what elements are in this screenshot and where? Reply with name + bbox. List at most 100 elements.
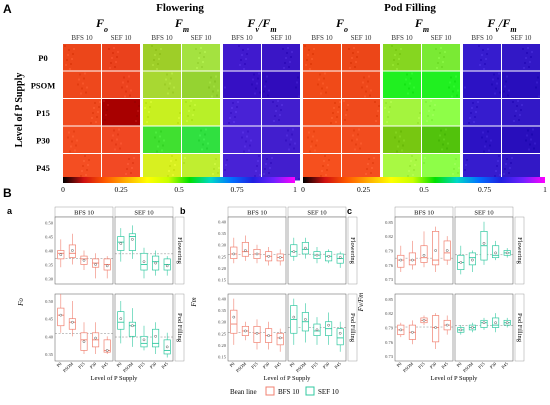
subpanel-xlabel-a: Level of P Supply — [91, 375, 139, 382]
mean-point-P30 — [494, 251, 497, 255]
tile-texture — [320, 92, 322, 95]
tile-texture — [258, 155, 260, 157]
param-title-fvfm-flowering: Fv/Fm — [246, 16, 276, 34]
tile-texture — [231, 107, 233, 109]
tile-texture — [280, 109, 282, 111]
tile-texture — [113, 129, 115, 132]
tile-texture — [293, 147, 295, 150]
tile-texture — [167, 92, 169, 95]
x-tick-label-P30: P30 — [262, 361, 271, 370]
tile-texture — [82, 165, 84, 167]
row-label-p15: P15 — [36, 108, 50, 118]
tile-texture — [457, 172, 459, 174]
tile-texture — [513, 120, 515, 122]
tile-texture — [117, 51, 119, 53]
tile-texture — [393, 59, 395, 61]
tile-texture — [207, 142, 209, 145]
mean-point-P0 — [459, 261, 463, 264]
tile-texture — [444, 133, 446, 136]
tile-texture — [254, 92, 256, 95]
tile-texture — [307, 54, 309, 56]
tile-texture — [365, 173, 367, 175]
tile-texture — [197, 62, 199, 64]
tile-texture — [529, 61, 531, 63]
tile-texture — [346, 109, 348, 111]
legend-label-bfs10: BFS 10 — [278, 388, 300, 396]
tile-texture — [263, 173, 265, 175]
tile-texture — [155, 131, 157, 134]
tile-texture — [370, 172, 372, 174]
tile-texture — [87, 164, 89, 166]
y-tick-label: 0.85 — [385, 297, 394, 302]
tile-texture — [485, 140, 487, 143]
tile-texture — [275, 110, 277, 112]
tile-texture — [452, 90, 454, 93]
tile-texture — [486, 135, 488, 138]
tile-texture — [288, 66, 290, 68]
tile-texture — [229, 117, 231, 119]
tile-texture — [187, 115, 189, 117]
facet-frame — [227, 216, 287, 285]
tile-texture — [495, 87, 497, 90]
y-tick-label: 0.85 — [385, 220, 394, 225]
y-tick-label: 0.15 — [218, 354, 227, 359]
tile-texture — [350, 62, 352, 64]
mean-point-P45 — [165, 264, 169, 268]
tile-texture — [389, 106, 391, 108]
tile-texture — [225, 164, 227, 166]
tile-texture — [119, 147, 121, 150]
tile-texture — [313, 48, 315, 50]
tile-texture — [129, 94, 131, 97]
tile-texture — [338, 106, 340, 108]
strip-box — [347, 216, 358, 285]
box-P45 — [336, 328, 344, 346]
tile-texture — [406, 73, 408, 76]
mean-point-PSOM — [304, 318, 307, 321]
tile-texture — [135, 120, 137, 122]
tile-texture — [487, 48, 489, 50]
mean-point-P45 — [505, 251, 509, 255]
tile-texture — [110, 62, 112, 64]
tile-texture — [426, 120, 428, 122]
x-tick-label-P45: P45 — [160, 361, 169, 370]
stage-title-pod-filling: Pod Filling — [384, 2, 436, 14]
colorbar-tick-4: 1 — [293, 185, 297, 194]
tile-texture — [248, 149, 250, 152]
tile-texture — [441, 66, 443, 68]
tile-texture — [412, 91, 414, 94]
tile-texture — [294, 142, 296, 145]
mean-point-P0 — [119, 242, 123, 245]
tile-texture — [509, 167, 511, 169]
tile-texture — [361, 86, 363, 89]
tile-texture — [409, 82, 411, 85]
legend-swatch-bfs10 — [265, 386, 275, 396]
tile-texture — [508, 172, 510, 174]
tile-texture — [356, 56, 358, 58]
x-tick-label-P30: P30 — [322, 361, 331, 370]
mean-point-P15 — [315, 328, 319, 332]
tile-texture — [487, 130, 489, 133]
tile-texture — [162, 144, 164, 147]
tile-texture — [316, 139, 318, 142]
tile-texture — [183, 162, 185, 164]
tile-texture — [494, 175, 496, 177]
tile-texture — [157, 63, 159, 65]
tile-texture — [202, 143, 204, 146]
facet-title-1: SEF 10 — [307, 210, 326, 217]
tile-texture — [310, 63, 312, 65]
tile-texture — [234, 116, 236, 118]
tile-texture — [468, 122, 470, 124]
tile-fm-flowering-sef-p45 — [182, 154, 220, 181]
tile-texture — [400, 130, 402, 133]
tile-texture — [68, 131, 70, 134]
tile-texture — [443, 138, 445, 141]
tile-texture — [72, 135, 74, 138]
tile-texture — [514, 115, 516, 117]
tile-texture — [173, 86, 175, 89]
tile-texture — [199, 52, 201, 54]
tile-texture — [273, 120, 275, 122]
tile-texture — [286, 134, 288, 137]
tile-texture — [70, 145, 72, 148]
tile-texture — [331, 117, 333, 119]
line-label-sef-fvfm-podfilling: SEF 10 — [511, 34, 532, 42]
